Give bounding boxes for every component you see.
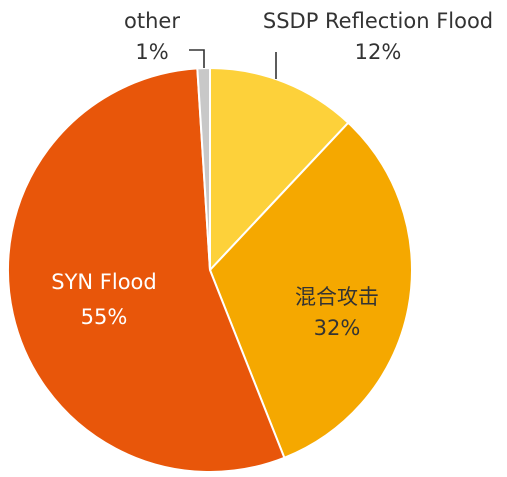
slice-label-syn-flood: SYN Flood: [51, 270, 156, 294]
other-leader-line: [189, 49, 205, 68]
slice-value-mixed-attack: 32%: [314, 316, 361, 340]
pie-slice-1: [208, 121, 413, 460]
pie-slice-3: [196, 66, 211, 271]
slice-value-syn-flood: 55%: [81, 305, 128, 329]
pie-slices: [7, 66, 413, 473]
slice-value-ssdp: 12%: [355, 40, 402, 64]
slice-value-other: 1%: [135, 40, 168, 64]
slice-label-mixed-attack: 混合攻击: [295, 285, 379, 309]
slice-label-ssdp: SSDP Reflection Flood: [263, 9, 493, 33]
pie-slice-2: [7, 67, 286, 473]
pie-slice-0: [209, 66, 350, 273]
slice-label-other: other: [124, 9, 180, 33]
